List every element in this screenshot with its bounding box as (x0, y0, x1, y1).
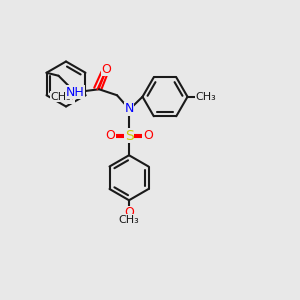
Text: O: O (143, 129, 153, 142)
Text: CH₃: CH₃ (50, 92, 71, 102)
Text: NH: NH (66, 86, 84, 99)
Text: O: O (124, 206, 134, 219)
Text: O: O (64, 90, 74, 103)
Text: CH₃: CH₃ (195, 92, 216, 102)
Text: S: S (124, 129, 134, 143)
Text: N: N (124, 102, 134, 115)
Text: O: O (102, 63, 112, 76)
Text: CH₃: CH₃ (118, 215, 140, 225)
Text: O: O (105, 129, 115, 142)
